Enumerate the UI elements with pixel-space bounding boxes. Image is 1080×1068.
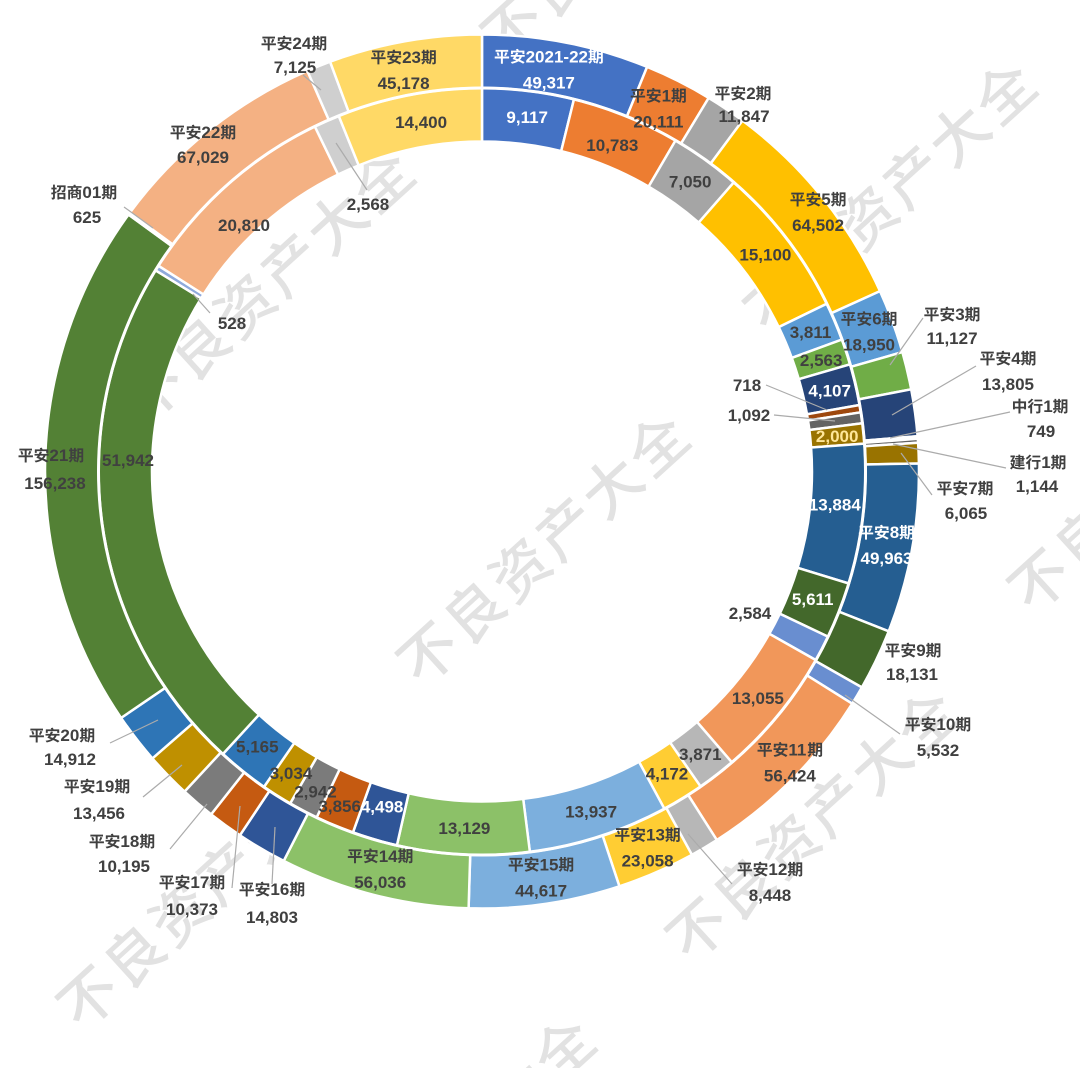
svg-text:625: 625 xyxy=(73,208,101,227)
svg-text:2,942: 2,942 xyxy=(294,782,337,801)
svg-text:2: 2 xyxy=(746,84,755,103)
svg-text:21: 21 xyxy=(49,446,68,465)
svg-text:156,238: 156,238 xyxy=(24,474,85,493)
svg-text:20,111: 20,111 xyxy=(633,112,683,131)
svg-text:1,144: 1,144 xyxy=(1016,477,1059,496)
svg-text:7,125: 7,125 xyxy=(274,58,317,77)
svg-text:5: 5 xyxy=(821,190,830,209)
svg-text:14: 14 xyxy=(379,847,398,866)
svg-text:13,884: 13,884 xyxy=(809,495,862,514)
svg-text:01: 01 xyxy=(82,183,101,202)
svg-text:3,871: 3,871 xyxy=(679,745,722,764)
svg-text:7,050: 7,050 xyxy=(669,173,712,192)
svg-text:19: 19 xyxy=(95,777,114,796)
svg-text:2021-22: 2021-22 xyxy=(526,47,588,66)
svg-text:2,000: 2,000 xyxy=(816,427,859,446)
svg-text:17: 17 xyxy=(190,873,209,892)
svg-text:23: 23 xyxy=(402,48,421,67)
svg-text:4,498: 4,498 xyxy=(361,797,404,816)
svg-text:7: 7 xyxy=(968,479,977,498)
svg-text:3,856: 3,856 xyxy=(318,797,361,816)
svg-text:18,131: 18,131 xyxy=(886,665,938,684)
svg-text:2,568: 2,568 xyxy=(347,195,390,214)
svg-text:45,178: 45,178 xyxy=(378,74,430,93)
svg-text:3,811: 3,811 xyxy=(790,323,832,342)
svg-text:20,810: 20,810 xyxy=(218,216,270,235)
svg-text:3: 3 xyxy=(955,305,964,324)
svg-text:18: 18 xyxy=(120,832,139,851)
svg-text:44,617: 44,617 xyxy=(515,881,567,900)
svg-text:13,055: 13,055 xyxy=(732,689,784,708)
svg-text:9,117: 9,117 xyxy=(506,108,548,127)
svg-text:1: 1 xyxy=(662,86,671,105)
svg-text:15: 15 xyxy=(540,855,559,874)
svg-text:1,092: 1,092 xyxy=(728,406,771,425)
svg-text:67,029: 67,029 xyxy=(177,148,229,167)
svg-text:528: 528 xyxy=(218,314,246,333)
svg-text:16: 16 xyxy=(270,880,289,899)
svg-text:23,058: 23,058 xyxy=(622,852,674,871)
svg-text:13,456: 13,456 xyxy=(73,804,125,823)
svg-text:15,100: 15,100 xyxy=(739,246,791,265)
svg-text:56,424: 56,424 xyxy=(764,767,817,786)
svg-text:5,165: 5,165 xyxy=(236,738,279,757)
svg-text:11: 11 xyxy=(788,741,806,760)
svg-text:13,937: 13,937 xyxy=(565,803,617,822)
svg-text:749: 749 xyxy=(1027,422,1055,441)
svg-text:6: 6 xyxy=(872,310,881,329)
svg-text:3,034: 3,034 xyxy=(270,764,313,783)
svg-text:9: 9 xyxy=(916,641,925,660)
svg-text:1: 1 xyxy=(1041,453,1050,472)
svg-text:10,783: 10,783 xyxy=(586,136,638,155)
svg-text:51,942: 51,942 xyxy=(102,451,154,470)
svg-text:13,805: 13,805 xyxy=(982,375,1034,394)
svg-text:13: 13 xyxy=(646,826,665,845)
svg-text:10: 10 xyxy=(936,715,955,734)
svg-text:10,373: 10,373 xyxy=(166,900,218,919)
svg-text:14,400: 14,400 xyxy=(395,113,447,132)
svg-text:6,065: 6,065 xyxy=(945,504,988,523)
svg-text:5,532: 5,532 xyxy=(917,741,960,760)
svg-text:64,502: 64,502 xyxy=(792,216,844,235)
svg-text:56,036: 56,036 xyxy=(354,873,406,892)
svg-text:10,195: 10,195 xyxy=(98,857,150,876)
svg-text:18,950: 18,950 xyxy=(843,336,895,355)
svg-text:14,912: 14,912 xyxy=(44,750,96,769)
svg-text:4,107: 4,107 xyxy=(808,382,851,401)
svg-text:4: 4 xyxy=(1011,349,1021,368)
svg-text:4,172: 4,172 xyxy=(646,765,689,784)
svg-text:2,563: 2,563 xyxy=(800,351,843,370)
svg-text:20: 20 xyxy=(60,726,79,745)
svg-text:12: 12 xyxy=(768,860,787,879)
svg-text:13,129: 13,129 xyxy=(438,819,490,838)
svg-text:22: 22 xyxy=(201,123,220,142)
svg-text:1: 1 xyxy=(1043,397,1052,416)
svg-text:14,803: 14,803 xyxy=(246,908,298,927)
svg-text:49,963: 49,963 xyxy=(861,549,913,568)
svg-text:11,847: 11,847 xyxy=(718,107,769,126)
svg-text:718: 718 xyxy=(733,376,761,395)
svg-text:8,448: 8,448 xyxy=(749,886,792,905)
svg-text:11,127: 11,127 xyxy=(926,329,977,348)
svg-text:8: 8 xyxy=(890,523,899,542)
svg-text:24: 24 xyxy=(292,34,311,53)
svg-text:49,317: 49,317 xyxy=(523,73,575,92)
svg-text:2,584: 2,584 xyxy=(729,604,772,623)
svg-text:5,611: 5,611 xyxy=(792,590,834,609)
